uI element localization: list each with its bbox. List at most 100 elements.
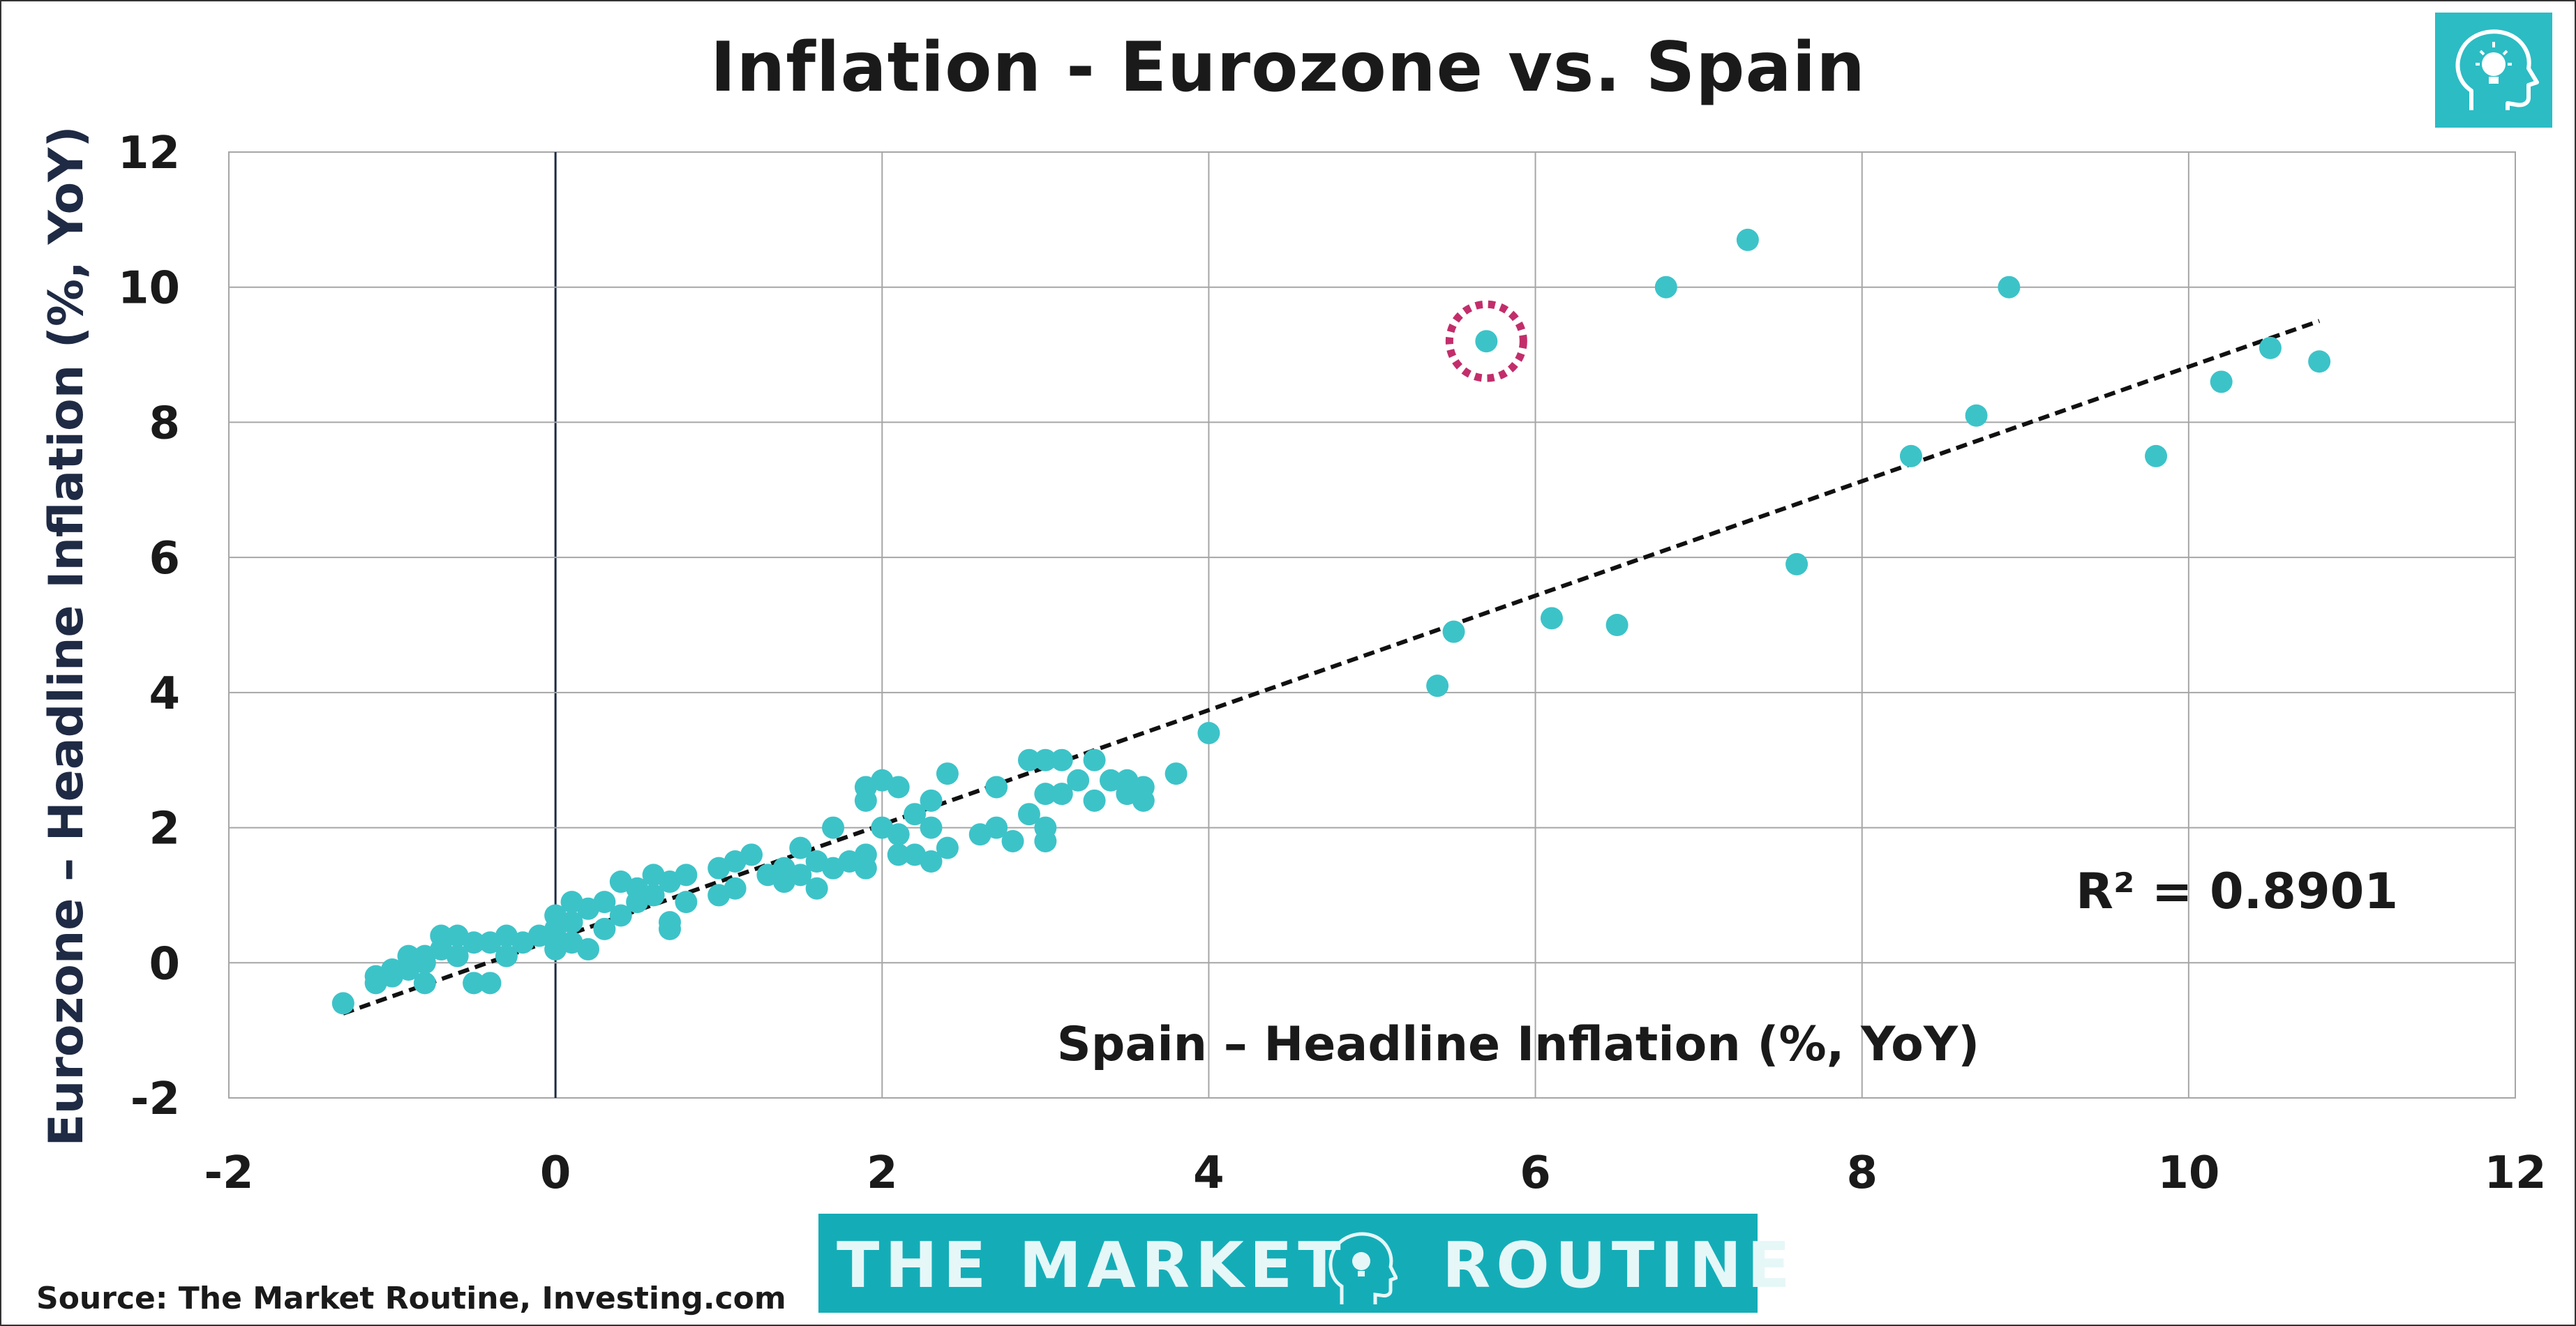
head-lightbulb-icon bbox=[2435, 13, 2552, 128]
data-point bbox=[2308, 350, 2331, 373]
data-point bbox=[1899, 444, 1922, 467]
data-point bbox=[331, 992, 354, 1015]
data-point bbox=[413, 951, 436, 974]
data-point bbox=[887, 823, 910, 846]
brand-text-right: ROUTINE bbox=[1442, 1229, 1796, 1302]
trendline-layer bbox=[342, 319, 2321, 1016]
data-point bbox=[479, 972, 502, 995]
y-axis-label: Eurozone – Headline Inflation (%, YoY) bbox=[39, 126, 94, 1146]
data-point bbox=[1017, 803, 1040, 826]
data-point bbox=[920, 850, 943, 873]
x-tick-label: 12 bbox=[2484, 1147, 2546, 1199]
data-point bbox=[789, 836, 812, 859]
data-point bbox=[463, 931, 486, 954]
y-tick-label: 0 bbox=[149, 938, 180, 990]
data-point bbox=[1965, 404, 1988, 427]
data-point bbox=[1165, 762, 1188, 785]
y-tick-label: 12 bbox=[118, 128, 180, 179]
grid-layer bbox=[228, 151, 2516, 1099]
data-point bbox=[887, 843, 910, 866]
data-point bbox=[609, 904, 632, 927]
data-point bbox=[1132, 789, 1155, 812]
points-layer bbox=[331, 228, 2331, 1015]
data-point bbox=[1540, 607, 1563, 630]
data-point bbox=[1605, 614, 1628, 636]
data-point bbox=[1050, 783, 1073, 806]
y-tick-label: 4 bbox=[149, 668, 180, 720]
data-point bbox=[854, 857, 877, 880]
data-point bbox=[1099, 769, 1122, 792]
data-point bbox=[463, 972, 486, 995]
data-point bbox=[1017, 748, 1040, 771]
source-note: Source: The Market Routine, Investing.co… bbox=[36, 1281, 786, 1316]
trendline bbox=[342, 319, 2321, 1016]
data-point bbox=[1654, 276, 1677, 299]
data-point bbox=[1426, 675, 1449, 698]
data-point bbox=[675, 864, 698, 887]
x-tick-label: 0 bbox=[540, 1147, 571, 1199]
data-point bbox=[642, 884, 665, 907]
data-point bbox=[985, 776, 1008, 799]
data-point bbox=[985, 816, 1008, 839]
data-point bbox=[805, 877, 828, 900]
data-point bbox=[495, 944, 518, 967]
data-point bbox=[560, 911, 583, 934]
data-point bbox=[854, 789, 877, 812]
data-point bbox=[904, 803, 927, 826]
data-point bbox=[1083, 789, 1106, 812]
r-squared-annotation: R² = 0.8901 bbox=[2076, 863, 2398, 920]
data-point bbox=[1050, 748, 1073, 771]
y-tick-label: -2 bbox=[130, 1073, 180, 1125]
data-point bbox=[1083, 748, 1106, 771]
data-point bbox=[1034, 829, 1057, 852]
data-point bbox=[593, 891, 616, 914]
data-point bbox=[936, 762, 959, 785]
data-point bbox=[920, 789, 943, 812]
y-tick-label: 2 bbox=[149, 804, 180, 855]
x-tick-label: -2 bbox=[204, 1147, 253, 1199]
brand-banner: THE MARKET ROUTINE bbox=[818, 1214, 1790, 1313]
data-point bbox=[789, 864, 812, 887]
tick-labels-layer: -2 0 2 4 6 8 10 12 -2 0 2 4 6 8 10 12 bbox=[118, 128, 2547, 1199]
highlight-ring bbox=[1445, 300, 1527, 382]
data-point bbox=[822, 816, 845, 839]
data-point bbox=[1442, 620, 1465, 643]
y-tick-label: 8 bbox=[149, 398, 180, 449]
y-tick-label: 10 bbox=[118, 263, 180, 315]
data-point bbox=[446, 944, 469, 967]
data-point bbox=[1736, 228, 1759, 251]
data-point bbox=[593, 917, 616, 940]
data-point bbox=[658, 917, 681, 940]
data-point bbox=[936, 836, 959, 859]
data-point bbox=[920, 816, 943, 839]
x-tick-label: 10 bbox=[2157, 1147, 2219, 1199]
data-point bbox=[2259, 336, 2282, 359]
data-point bbox=[1475, 330, 1498, 353]
data-point bbox=[1197, 721, 1220, 744]
data-point bbox=[724, 877, 747, 900]
data-point bbox=[1034, 783, 1057, 806]
data-point bbox=[1785, 552, 1809, 575]
lightbulb-head-icon bbox=[1321, 1219, 1399, 1311]
data-point bbox=[1001, 829, 1024, 852]
data-point bbox=[2210, 370, 2233, 393]
data-point bbox=[413, 972, 436, 995]
x-tick-label: 2 bbox=[867, 1147, 898, 1199]
data-point bbox=[675, 891, 698, 914]
brand-text-left: THE MARKET bbox=[837, 1229, 1347, 1302]
x-tick-label: 4 bbox=[1193, 1147, 1225, 1199]
data-point bbox=[576, 937, 599, 960]
x-tick-label: 6 bbox=[1520, 1147, 1551, 1199]
x-tick-label: 8 bbox=[1846, 1147, 1878, 1199]
data-point bbox=[887, 776, 910, 799]
data-point bbox=[381, 958, 404, 981]
highlight-layer bbox=[1445, 300, 1527, 382]
data-point bbox=[1034, 748, 1057, 771]
data-point bbox=[1998, 276, 2021, 299]
data-point bbox=[740, 843, 763, 866]
data-point bbox=[2145, 444, 2168, 467]
y-tick-label: 6 bbox=[149, 533, 180, 585]
plot-area-border bbox=[228, 151, 2516, 1099]
